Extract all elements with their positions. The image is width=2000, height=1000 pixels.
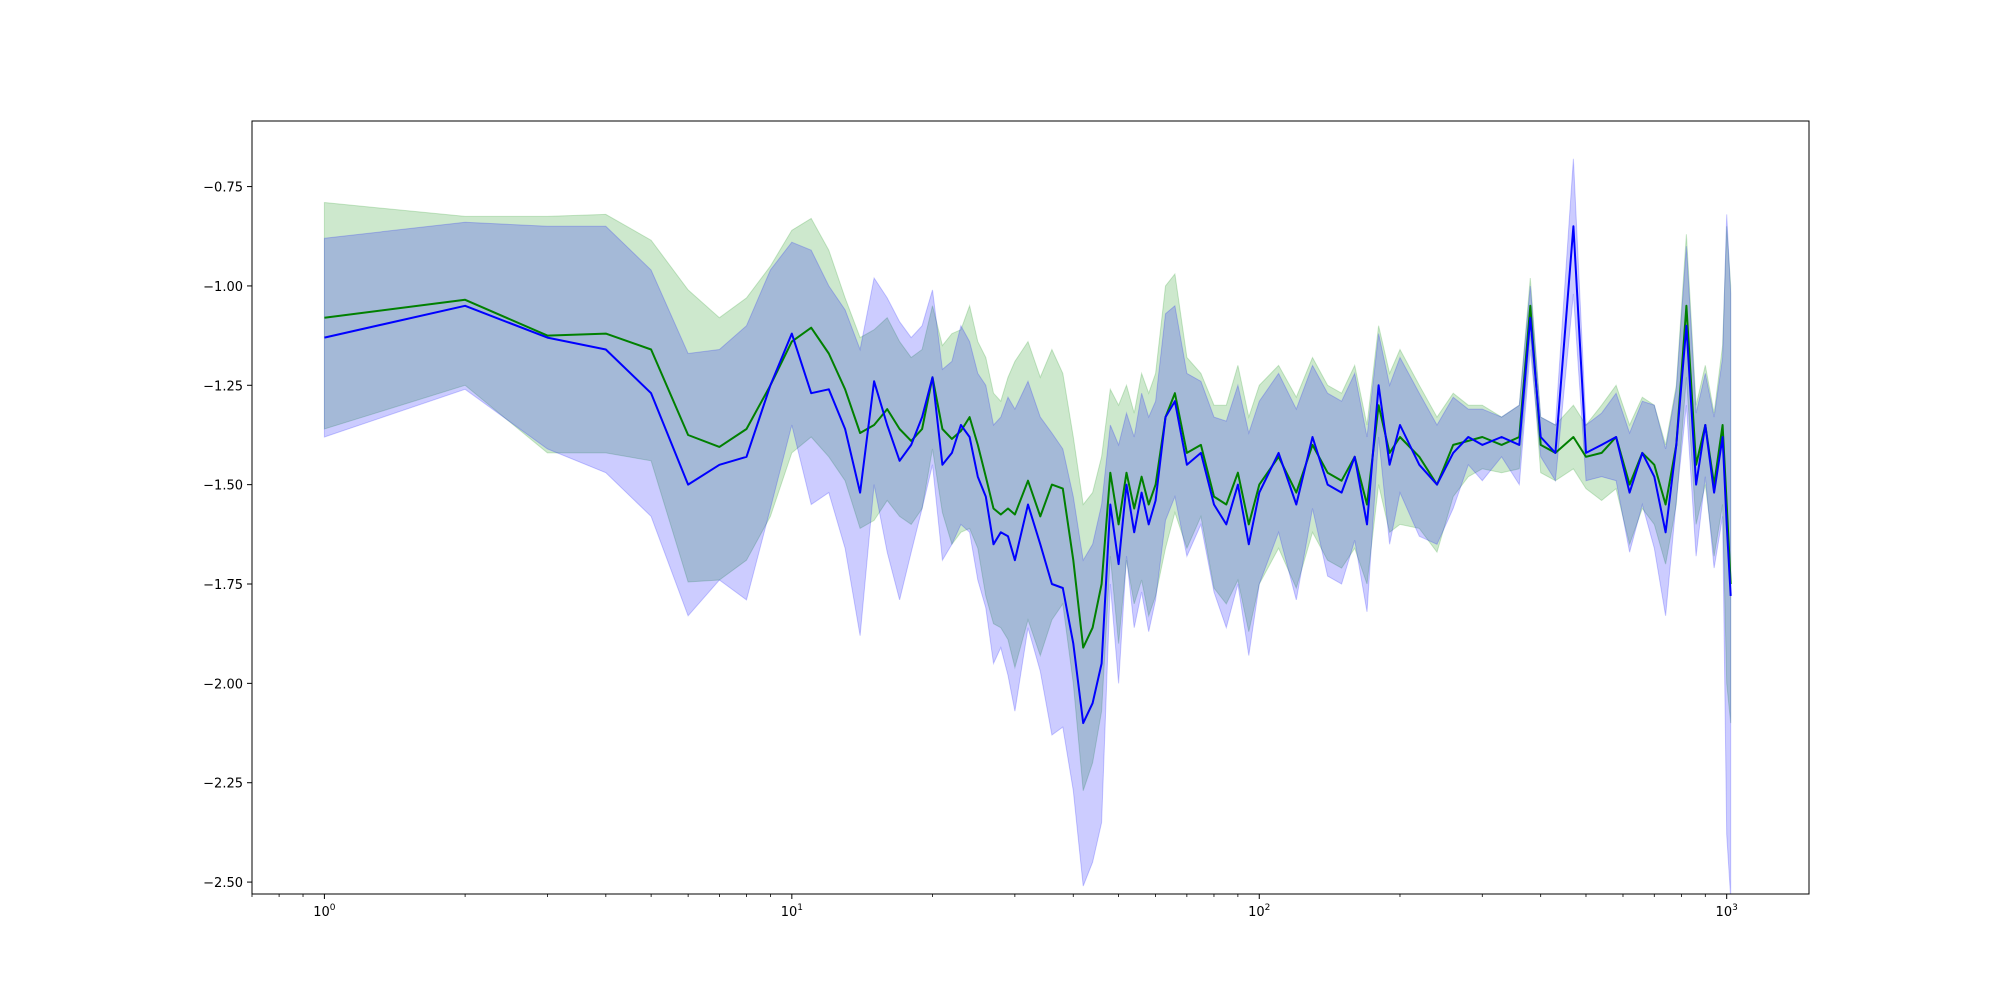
- series-2-confidence-band: [323, 158, 1732, 894]
- y-tick-label: −1.75: [203, 578, 243, 593]
- y-tick-label: −0.75: [203, 181, 243, 196]
- x-tick-label: 101: [781, 903, 803, 920]
- y-tick-label: −2.25: [203, 777, 243, 792]
- x-tick-label: 100: [313, 903, 336, 920]
- y-tick-label: −1.00: [203, 280, 243, 295]
- y-tick-label: −2.50: [203, 876, 243, 891]
- y-tick-label: −2.00: [203, 677, 243, 692]
- x-axis: 100 101 102 103: [251, 894, 1738, 920]
- y-tick-label: −1.50: [203, 479, 243, 494]
- axes-frame: [251, 120, 1810, 895]
- x-tick-label: 103: [1716, 903, 1738, 920]
- series-2-line: [324, 225, 1732, 725]
- y-axis: −0.75 −1.00 −1.25 −1.50 −1.75 −2.00 −2.25 −2.50: [203, 181, 252, 891]
- x-tick-label: 102: [1248, 903, 1270, 920]
- y-tick-label: −1.25: [203, 379, 243, 394]
- series-1-confidence-band: [323, 201, 1732, 791]
- plot-area: [323, 158, 1732, 894]
